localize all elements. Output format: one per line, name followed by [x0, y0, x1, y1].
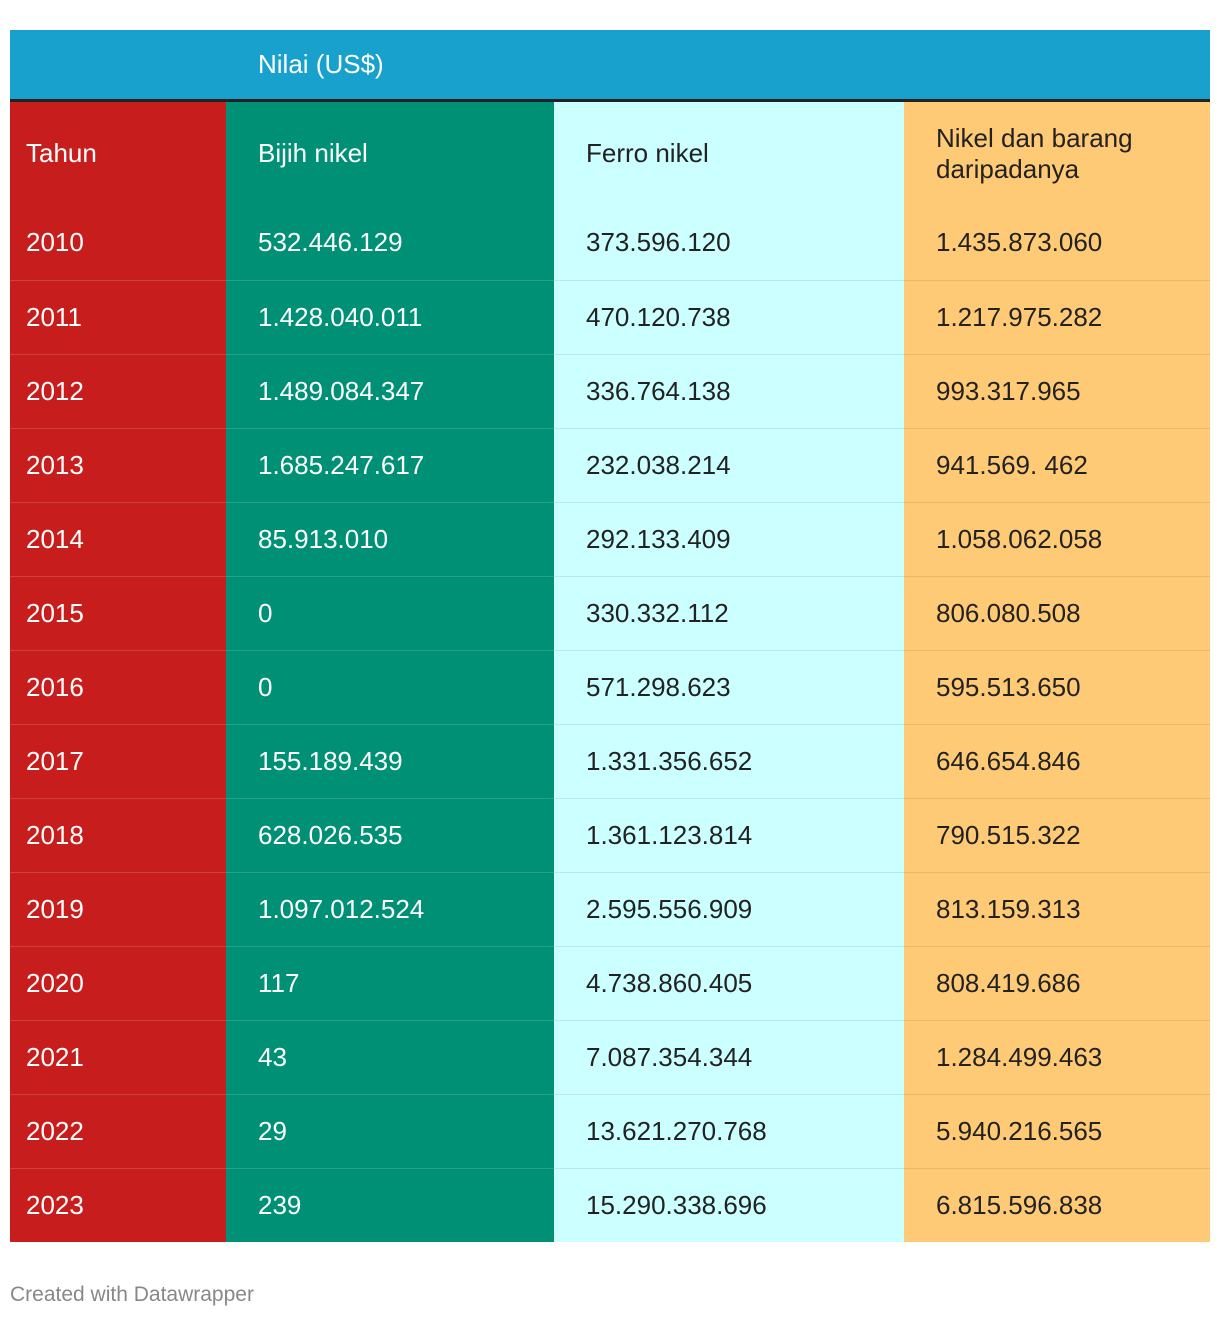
- table-row: 2019 1.097.012.524 2.595.556.909 813.159.31…: [10, 872, 1210, 947]
- table-row: 2020 117 4.738.860.405 808.419.686: [10, 946, 1210, 1021]
- column-header-nikel-barang[interactable]: Nikel dan barang daripadanya: [904, 100, 1210, 206]
- cell-ferro-nikel: 4.738.860.405: [554, 946, 904, 1021]
- cell-bijih-nikel: 0: [226, 576, 554, 651]
- cell-nikel-barang: 1.435.873.060: [904, 206, 1210, 281]
- cell-tahun: 2021: [10, 1020, 226, 1095]
- cell-tahun: 2023: [10, 1168, 226, 1242]
- group-header-row: Nilai (US$): [10, 30, 1210, 102]
- cell-bijih-nikel: 532.446.129: [226, 206, 554, 281]
- cell-nikel-barang: 646.654.846: [904, 724, 1210, 799]
- group-header-spacer: [10, 30, 226, 102]
- cell-nikel-barang: 813.159.313: [904, 872, 1210, 947]
- cell-nikel-barang: 1.284.499.463: [904, 1020, 1210, 1095]
- cell-ferro-nikel: 336.764.138: [554, 354, 904, 429]
- cell-ferro-nikel: 470.120.738: [554, 280, 904, 355]
- cell-nikel-barang: 6.815.596.838: [904, 1168, 1210, 1242]
- cell-bijih-nikel: 0: [226, 650, 554, 725]
- cell-ferro-nikel: 13.621.270.768: [554, 1094, 904, 1169]
- cell-nikel-barang: 806.080.508: [904, 576, 1210, 651]
- cell-ferro-nikel: 1.361.123.814: [554, 798, 904, 873]
- cell-ferro-nikel: 571.298.623: [554, 650, 904, 725]
- cell-ferro-nikel: 2.595.556.909: [554, 872, 904, 947]
- cell-bijih-nikel: 29: [226, 1094, 554, 1169]
- cell-bijih-nikel: 155.189.439: [226, 724, 554, 799]
- cell-nikel-barang: 5.940.216.565: [904, 1094, 1210, 1169]
- table-row: 2012 1.489.084.347 336.764.138 993.317.965: [10, 354, 1210, 429]
- table-row: 2010 532.446.129 373.596.120 1.435.873.060: [10, 206, 1210, 281]
- table-row: 2013 1.685.247.617 232.038.214 941.569. 462: [10, 428, 1210, 503]
- data-table: Nilai (US$) Tahun Bijih nikel Ferro nike…: [10, 30, 1210, 1242]
- cell-nikel-barang: 595.513.650: [904, 650, 1210, 725]
- table-row: 2017 155.189.439 1.331.356.652 646.654.846: [10, 724, 1210, 799]
- cell-nikel-barang: 941.569. 462: [904, 428, 1210, 503]
- cell-bijih-nikel: 1.489.084.347: [226, 354, 554, 429]
- table-row: 2018 628.026.535 1.361.123.814 790.515.322: [10, 798, 1210, 873]
- cell-bijih-nikel: 85.913.010: [226, 502, 554, 577]
- cell-tahun: 2019: [10, 872, 226, 947]
- cell-bijih-nikel: 239: [226, 1168, 554, 1242]
- cell-ferro-nikel: 292.133.409: [554, 502, 904, 577]
- cell-tahun: 2022: [10, 1094, 226, 1169]
- cell-bijih-nikel: 1.685.247.617: [226, 428, 554, 503]
- table-row: 2014 85.913.010 292.133.409 1.058.062.058: [10, 502, 1210, 577]
- cell-nikel-barang: 1.058.062.058: [904, 502, 1210, 577]
- group-header-value: Nilai (US$): [226, 30, 1210, 102]
- cell-tahun: 2013: [10, 428, 226, 503]
- cell-tahun: 2017: [10, 724, 226, 799]
- cell-tahun: 2012: [10, 354, 226, 429]
- cell-nikel-barang: 993.317.965: [904, 354, 1210, 429]
- table-row: 2015 0 330.332.112 806.080.508: [10, 576, 1210, 651]
- data-table-container: Nilai (US$) Tahun Bijih nikel Ferro nike…: [10, 30, 1210, 1242]
- table-row: 2021 43 7.087.354.344 1.284.499.463: [10, 1020, 1210, 1095]
- cell-tahun: 2010: [10, 206, 226, 281]
- cell-tahun: 2011: [10, 280, 226, 355]
- table-row: 2016 0 571.298.623 595.513.650: [10, 650, 1210, 725]
- cell-tahun: 2020: [10, 946, 226, 1021]
- cell-bijih-nikel: 628.026.535: [226, 798, 554, 873]
- cell-ferro-nikel: 7.087.354.344: [554, 1020, 904, 1095]
- cell-nikel-barang: 1.217.975.282: [904, 280, 1210, 355]
- cell-ferro-nikel: 330.332.112: [554, 576, 904, 651]
- cell-nikel-barang: 790.515.322: [904, 798, 1210, 873]
- cell-ferro-nikel: 15.290.338.696: [554, 1168, 904, 1242]
- table-row: 2023 239 15.290.338.696 6.815.596.838: [10, 1168, 1210, 1242]
- cell-bijih-nikel: 1.428.040.011: [226, 280, 554, 355]
- footer-credit: Created with Datawrapper: [10, 1283, 254, 1306]
- column-header-ferro-nikel[interactable]: Ferro nikel: [554, 100, 904, 206]
- cell-bijih-nikel: 117: [226, 946, 554, 1021]
- cell-nikel-barang: 808.419.686: [904, 946, 1210, 1021]
- table-body: 2010 532.446.129 373.596.120 1.435.873.060 2…: [10, 206, 1210, 1242]
- column-header-bijih-nikel[interactable]: Bijih nikel: [226, 100, 554, 206]
- column-header-row: Tahun Bijih nikel Ferro nikel Nikel dan …: [10, 100, 1210, 206]
- cell-ferro-nikel: 1.331.356.652: [554, 724, 904, 799]
- cell-ferro-nikel: 232.038.214: [554, 428, 904, 503]
- cell-ferro-nikel: 373.596.120: [554, 206, 904, 281]
- table-row: 2022 29 13.621.270.768 5.940.216.565: [10, 1094, 1210, 1169]
- cell-bijih-nikel: 43: [226, 1020, 554, 1095]
- column-header-tahun[interactable]: Tahun: [10, 100, 226, 206]
- cell-tahun: 2018: [10, 798, 226, 873]
- cell-bijih-nikel: 1.097.012.524: [226, 872, 554, 947]
- cell-tahun: 2014: [10, 502, 226, 577]
- table-row: 2011 1.428.040.011 470.120.738 1.217.975.28…: [10, 280, 1210, 355]
- cell-tahun: 2016: [10, 650, 226, 725]
- cell-tahun: 2015: [10, 576, 226, 651]
